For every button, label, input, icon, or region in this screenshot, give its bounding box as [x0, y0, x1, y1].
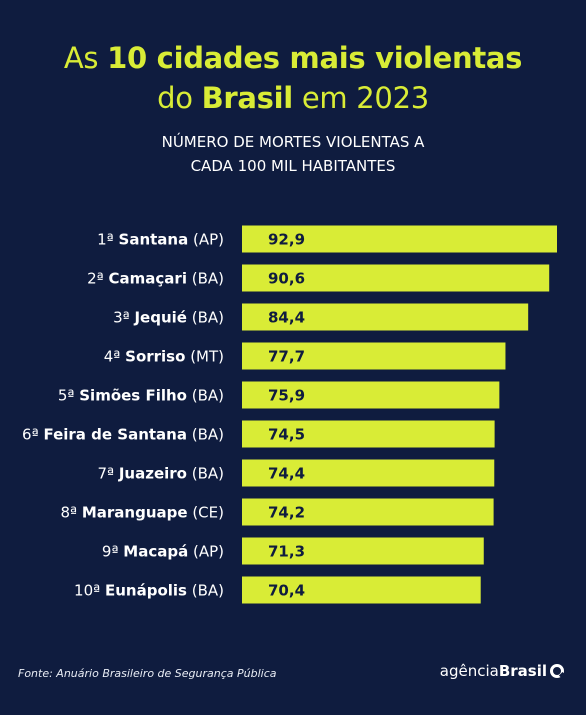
- chart-title: As 10 cidades mais violentas do Brasil e…: [0, 38, 586, 118]
- bar-2: [242, 264, 550, 292]
- brand-logo: agência Brasil: [440, 662, 564, 680]
- title-line-1-bold: 10 cidades mais violentas: [107, 41, 523, 75]
- title-line-1-prefix: As: [63, 41, 108, 75]
- bar-value-label-7: 74,4: [268, 465, 305, 483]
- bar-value-label-5: 75,9: [268, 387, 305, 405]
- category-label-2: 2ª Camaçari (BA): [87, 270, 224, 288]
- title-line-2: do Brasil em 2023: [0, 78, 586, 118]
- bar-value-label-2: 90,6: [268, 270, 305, 288]
- category-label-1: 1ª Santana (AP): [97, 231, 224, 249]
- category-label-7: 7ª Juazeiro (BA): [97, 465, 224, 483]
- bar-7: [242, 459, 495, 487]
- bar-10: [242, 576, 481, 604]
- bar-value-label-1: 92,9: [268, 231, 305, 249]
- bar-value-label-3: 84,4: [268, 309, 305, 327]
- subtitle-line-2: CADA 100 MIL HABITANTES: [190, 157, 396, 175]
- category-label-8: 8ª Maranguape (CE): [60, 504, 224, 522]
- title-line-2-prefix: do: [157, 81, 202, 115]
- category-label-3: 3ª Jequié (BA): [113, 309, 224, 327]
- bar-3: [242, 303, 529, 331]
- bar-1: [242, 225, 557, 253]
- bar-9: [242, 537, 484, 565]
- title-line-1: As 10 cidades mais violentas: [0, 38, 586, 78]
- bar-value-label-10: 70,4: [268, 582, 305, 600]
- bar-value-label-4: 77,7: [268, 348, 305, 366]
- bar-4: [242, 342, 506, 370]
- category-label-9: 9ª Macapá (AP): [102, 543, 224, 561]
- category-label-5: 5ª Simões Filho (BA): [58, 387, 224, 405]
- bar-8: [242, 498, 494, 526]
- category-label-10: 10ª Eunápolis (BA): [74, 582, 224, 600]
- bar-chart: 92,9 1ª Santana (AP) 90,6 2ª Camaçari (BA) 8…: [22, 225, 557, 604]
- chart-subtitle: NÚMERO DE MORTES VIOLENTAS A CADA 100 MI…: [0, 130, 586, 178]
- title-line-2-bold: Brasil: [201, 81, 294, 115]
- bar-5: [242, 381, 500, 409]
- brand-bold: Brasil: [498, 662, 547, 680]
- circle-logo-icon: [550, 664, 564, 678]
- title-line-2-suffix: em 2023: [292, 81, 429, 115]
- bar-value-label-6: 74,5: [268, 426, 305, 444]
- category-label-4: 4ª Sorriso (MT): [104, 348, 224, 366]
- source-note: Fonte: Anuário Brasileiro de Segurança P…: [18, 667, 277, 680]
- brand-regular: agência: [439, 662, 499, 680]
- category-label-6: 6ª Feira de Santana (BA): [22, 426, 224, 444]
- bar-value-label-9: 71,3: [268, 543, 305, 561]
- bar-6: [242, 420, 495, 448]
- subtitle-line-1: NÚMERO DE MORTES VIOLENTAS A: [161, 133, 425, 151]
- bar-value-label-8: 74,2: [268, 504, 305, 522]
